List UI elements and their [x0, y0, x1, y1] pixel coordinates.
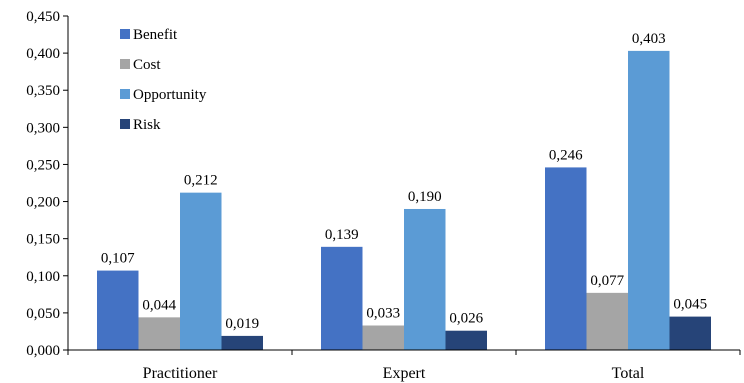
- legend-swatch-benefit: [120, 29, 130, 39]
- data-label: 0,107: [101, 251, 135, 267]
- y-tick-label: 0,000: [26, 343, 60, 359]
- legend: Benefit Cost Opportunity Risk: [120, 27, 207, 133]
- data-label: 0,246: [549, 147, 583, 163]
- bar-cost-expert: [362, 325, 404, 350]
- legend-swatch-risk: [120, 119, 130, 129]
- data-label: 0,212: [184, 173, 218, 189]
- bar-risk-expert: [445, 330, 487, 350]
- y-tick-label: 0,350: [26, 83, 60, 99]
- x-category-label: Total: [612, 365, 645, 382]
- data-label: 0,139: [325, 227, 359, 243]
- bar-opportunity-practitioner: [180, 192, 222, 350]
- bars: [97, 50, 711, 350]
- legend-swatch-cost: [120, 59, 130, 69]
- data-label: 0,044: [142, 297, 176, 313]
- y-tick-label: 0,200: [26, 195, 60, 211]
- legend-label-opportunity: Opportunity: [133, 87, 207, 103]
- legend-label-benefit: Benefit: [133, 27, 178, 43]
- bar-benefit-total: [545, 167, 587, 350]
- x-axis: Practitioner Expert Total: [67, 349, 741, 382]
- x-category-label: Practitioner: [143, 365, 218, 382]
- legend-label-cost: Cost: [133, 57, 161, 73]
- data-label: 0,403: [632, 31, 666, 47]
- legend-swatch-opportunity: [120, 89, 130, 99]
- data-label: 0,077: [590, 273, 624, 289]
- data-label: 0,190: [408, 189, 442, 205]
- x-category-label: Expert: [383, 365, 426, 382]
- y-tick-label: 0,250: [26, 157, 60, 173]
- data-label: 0,019: [225, 316, 259, 332]
- y-tick-label: 0,450: [26, 9, 60, 25]
- y-tick-label: 0,100: [26, 269, 60, 285]
- bar-risk-total: [669, 316, 711, 350]
- bar-cost-practitioner: [138, 317, 180, 350]
- data-label: 0,026: [449, 311, 483, 327]
- legend-label-risk: Risk: [133, 117, 161, 133]
- data-labels: 0,107 0,139 0,246 0,044 0,033 0,077 0,212 0,190…: [101, 31, 707, 332]
- bar-cost-total: [586, 292, 628, 350]
- data-label: 0,033: [366, 306, 400, 322]
- bar-risk-practitioner: [221, 335, 263, 350]
- bar-opportunity-expert: [404, 208, 446, 350]
- bar-benefit-expert: [321, 246, 363, 350]
- data-label: 0,045: [673, 297, 707, 313]
- y-tick-label: 0,400: [26, 46, 60, 62]
- y-tick-label: 0,150: [26, 232, 60, 248]
- y-tick-label: 0,300: [26, 120, 60, 136]
- y-tick-label: 0,050: [26, 306, 60, 322]
- bar-benefit-practitioner: [97, 270, 139, 350]
- bar-opportunity-total: [628, 50, 670, 350]
- y-axis: 0,000 0,050 0,100 0,150 0,200 0,250 0,300 0,350…: [26, 9, 69, 359]
